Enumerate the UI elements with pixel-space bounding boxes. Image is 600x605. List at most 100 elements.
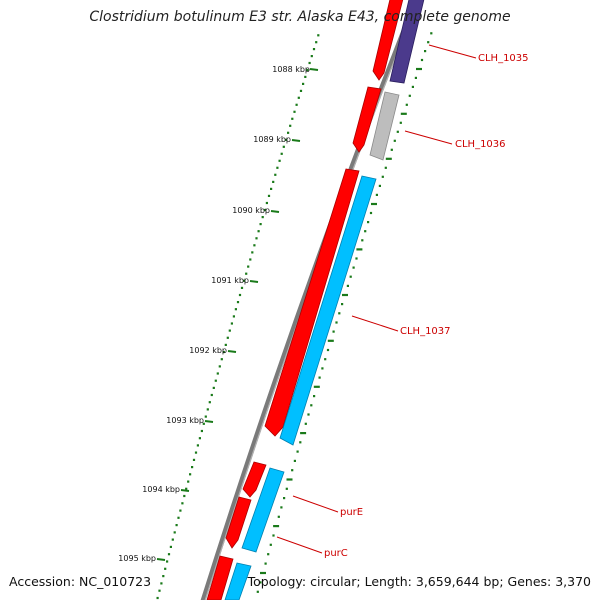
scale-dot: [255, 237, 258, 240]
scale-dot: [228, 329, 231, 332]
scale-dot: [251, 251, 254, 254]
inner-scale-dot: [375, 193, 378, 196]
scale-dot: [243, 279, 246, 282]
scale-dot: [189, 473, 192, 476]
inner-scale-dot: [369, 211, 373, 215]
inner-scale-dot: [307, 413, 310, 416]
inner-scale-dot: [327, 339, 334, 342]
scale-dot: [171, 538, 174, 541]
scale-dot: [259, 223, 262, 226]
scale-dot: [291, 117, 294, 120]
scale-major-tick: [291, 139, 301, 142]
inner-scale-dot: [356, 248, 363, 251]
scale-dot: [306, 68, 309, 72]
gene-labels: CLH_1035 CLH_1036 CLH_1037 purE purC: [324, 53, 529, 559]
scale-dot: [167, 553, 171, 556]
inner-scale-dot: [342, 293, 348, 297]
scale-dot: [312, 48, 316, 51]
inner-scale-dot: [393, 139, 396, 142]
inner-scale-dot: [364, 230, 367, 233]
gene-label-clh-1035[interactable]: CLH_1035: [478, 53, 529, 64]
scale-dot: [272, 180, 275, 183]
scale-dot: [216, 372, 219, 375]
inner-scale-dot: [296, 450, 299, 453]
scale-label-1091: 1091 kbp: [211, 276, 249, 285]
gene-red-b[interactable]: [225, 496, 252, 549]
gene-red-a[interactable]: [242, 461, 267, 498]
scale-dot: [308, 61, 311, 65]
inner-scale-dot: [273, 525, 280, 528]
scale-dot: [160, 582, 163, 585]
scale-dot: [224, 343, 227, 346]
inner-scale-dot: [335, 321, 338, 324]
gene-clh-1036-rev[interactable]: [369, 91, 400, 161]
inner-scale-dot: [385, 157, 392, 160]
inner-scale-dot: [259, 581, 262, 584]
scale-dot: [247, 265, 250, 268]
scale-label-1088: 1088 kbp: [272, 65, 310, 74]
gene-label-pure[interactable]: purE: [340, 507, 363, 518]
scale-dot: [212, 386, 215, 389]
scale-dot: [166, 560, 169, 563]
scale-dot: [192, 458, 196, 461]
gene-pure-rev[interactable]: [241, 467, 285, 553]
inner-scale-dot: [260, 571, 266, 575]
inner-scale-dot: [269, 543, 272, 546]
scale-dot: [222, 350, 225, 354]
scale-dot: [164, 567, 167, 570]
inner-scale-dot: [324, 358, 327, 361]
scale-dot: [315, 41, 318, 44]
inner-scale-dot: [256, 590, 259, 593]
scale-dot: [181, 502, 184, 505]
inner-scale-dot: [399, 121, 402, 124]
gene-label-clh-1037[interactable]: CLH_1037: [400, 326, 451, 337]
inner-scale-dot: [405, 103, 408, 106]
scale-major-tick: [249, 280, 259, 283]
scale-dot: [257, 230, 260, 233]
inner-scale-dot: [286, 478, 293, 481]
inner-scale-dot: [300, 432, 307, 435]
scale-dot: [295, 103, 298, 106]
inner-scale-dot: [341, 303, 344, 306]
gene-clh-1037-rev[interactable]: [279, 175, 377, 446]
inner-scale-dot: [384, 166, 387, 169]
inner-scale-dot: [267, 553, 270, 556]
gene-clh-1037-fwd[interactable]: [264, 168, 360, 437]
inner-scale-dot: [424, 50, 427, 53]
inner-scale-dot: [414, 76, 417, 79]
gene-clh-1036-fwd[interactable]: [352, 86, 382, 153]
inner-scale-dot: [361, 239, 364, 242]
inner-scale-dot: [346, 284, 349, 287]
inner-scale-dot: [420, 58, 424, 62]
gene-label-clh-1036[interactable]: CLH_1036: [455, 139, 506, 150]
inner-scale-dot: [378, 184, 381, 187]
scale-dot: [249, 258, 252, 261]
inner-scale-dot: [367, 221, 370, 224]
gene-clh-1034-fwd[interactable]: [372, 0, 404, 81]
scale-labels: 1088 kbp 1089 kbp 1090 kbp 1091 kbp 1092…: [118, 65, 310, 563]
scale-major-tick: [227, 350, 237, 353]
scale-dot: [175, 524, 178, 527]
scale-dot: [274, 173, 277, 176]
inner-scale-dot: [280, 506, 283, 509]
inner-scale-dot: [349, 275, 352, 278]
gene-clh-1035-rev[interactable]: [389, 0, 425, 84]
scale-dot: [282, 145, 285, 148]
inner-scale-dot: [427, 41, 430, 44]
scale-label-1095: 1095 kbp: [118, 554, 156, 563]
scale-dot: [232, 315, 235, 318]
scale-dot: [299, 89, 303, 92]
scale-dot: [245, 272, 248, 275]
scale-dot: [200, 429, 203, 433]
scale-dot: [261, 216, 264, 219]
scale-dot: [276, 166, 279, 169]
scale-major-tick: [180, 489, 190, 492]
gene-label-purc[interactable]: purC: [324, 548, 348, 559]
scale-dot: [287, 131, 290, 134]
inner-scale-dot: [313, 395, 316, 398]
scale-major-tick: [156, 558, 166, 561]
inner-scale-dot: [272, 534, 275, 537]
inner-scale-dot: [408, 94, 411, 97]
